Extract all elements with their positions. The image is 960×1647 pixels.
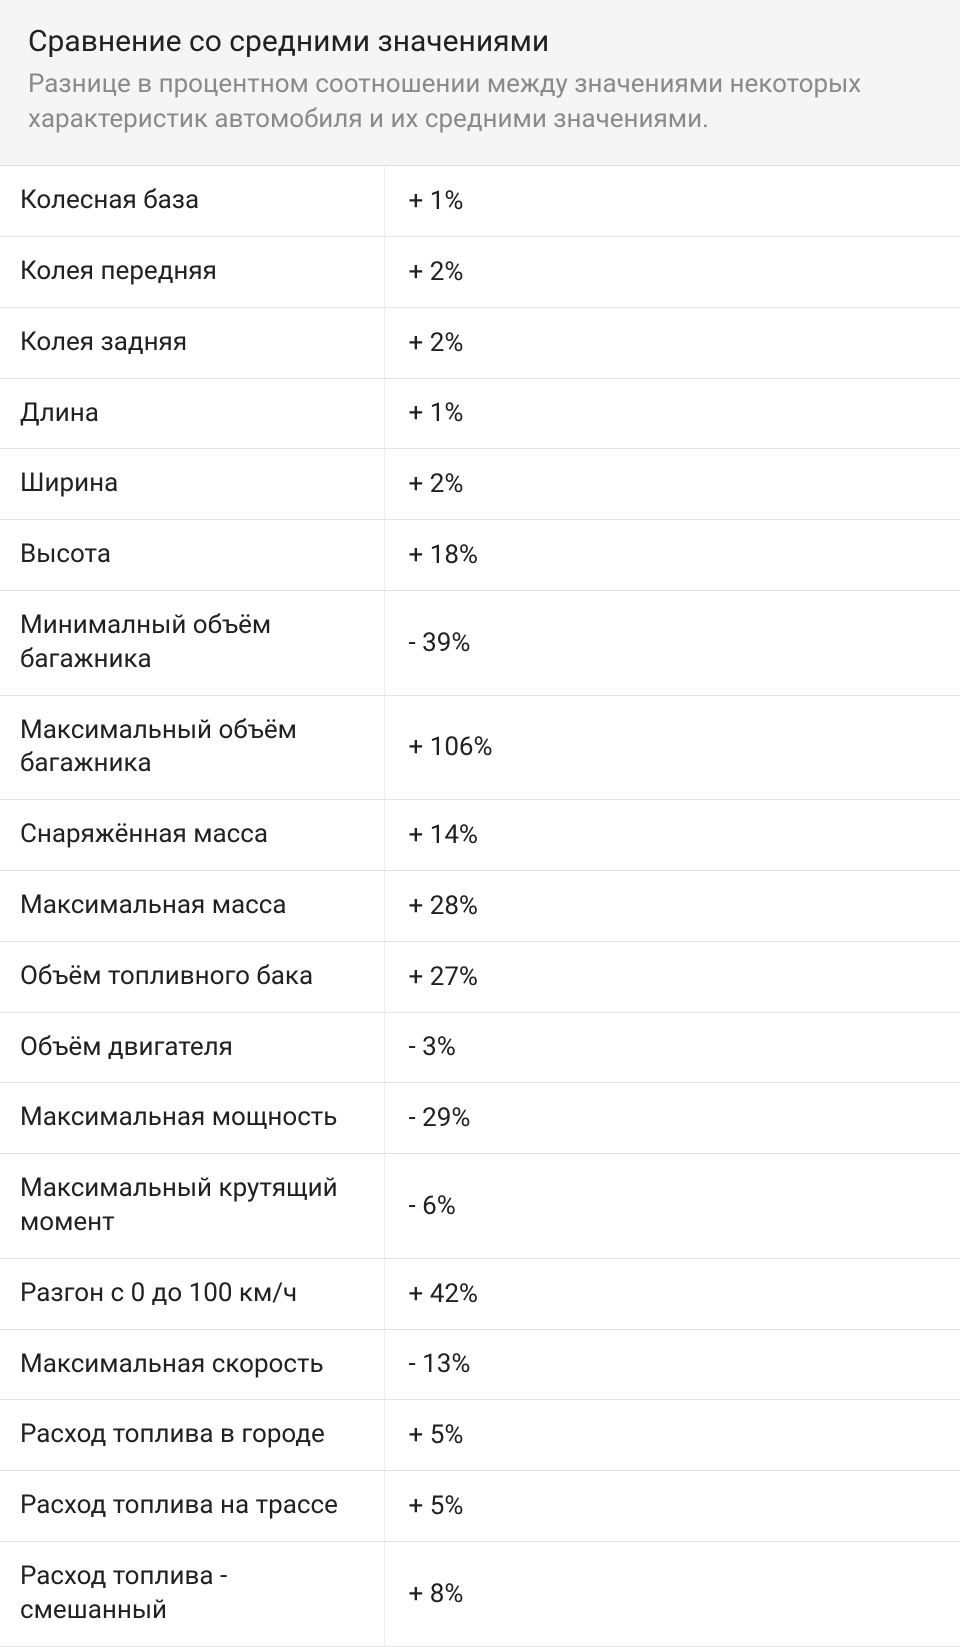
row-value: + 2% [384, 449, 960, 520]
row-value: - 29% [384, 1083, 960, 1154]
row-value: + 27% [384, 941, 960, 1012]
row-label: Максимальная скорость [0, 1329, 384, 1400]
row-value: + 1% [384, 166, 960, 236]
table-row: Максимальная масса+ 28% [0, 870, 960, 941]
row-value: + 42% [384, 1258, 960, 1329]
row-label: Снаряжённая масса [0, 800, 384, 871]
table-row: Колесная база+ 1% [0, 166, 960, 236]
row-value: - 3% [384, 1012, 960, 1083]
row-label: Объём топливного бака [0, 941, 384, 1012]
table-row: Максимальный крутящий момент- 6% [0, 1154, 960, 1259]
table-row: Длина+ 1% [0, 378, 960, 449]
comparison-table: Колесная база+ 1%Колея передняя+ 2%Колея… [0, 166, 960, 1646]
row-label: Колесная база [0, 166, 384, 236]
row-value: - 13% [384, 1329, 960, 1400]
row-value: + 14% [384, 800, 960, 871]
header-subtitle: Разнице в процентном соотношении между з… [28, 67, 932, 137]
row-label: Минималный объём багажника [0, 590, 384, 695]
row-label: Колея задняя [0, 307, 384, 378]
row-value: + 2% [384, 307, 960, 378]
row-value: + 28% [384, 870, 960, 941]
row-value: + 1% [384, 378, 960, 449]
row-value: + 8% [384, 1541, 960, 1646]
table-row: Объём топливного бака+ 27% [0, 941, 960, 1012]
row-value: + 106% [384, 695, 960, 800]
table-row: Колея передняя+ 2% [0, 236, 960, 307]
table-row: Объём двигателя- 3% [0, 1012, 960, 1083]
table-row: Колея задняя+ 2% [0, 307, 960, 378]
row-label: Разгон с 0 до 100 км/ч [0, 1258, 384, 1329]
row-label: Расход топлива в городе [0, 1400, 384, 1471]
row-label: Объём двигателя [0, 1012, 384, 1083]
row-value: + 5% [384, 1400, 960, 1471]
row-value: + 5% [384, 1471, 960, 1542]
comparison-header: Сравнение со средними значениями Разнице… [0, 0, 960, 166]
row-label: Расход топлива на трассе [0, 1471, 384, 1542]
table-row: Максимальная скорость- 13% [0, 1329, 960, 1400]
table-row: Расход топлива в городе+ 5% [0, 1400, 960, 1471]
row-value: - 39% [384, 590, 960, 695]
row-label: Ширина [0, 449, 384, 520]
table-row: Максимальная мощность- 29% [0, 1083, 960, 1154]
row-label: Высота [0, 520, 384, 591]
row-label: Расход топлива - смешанный [0, 1541, 384, 1646]
table-row: Максимальный объём багажника+ 106% [0, 695, 960, 800]
table-row: Минималный объём багажника- 39% [0, 590, 960, 695]
row-label: Максимальный крутящий момент [0, 1154, 384, 1259]
table-row: Ширина+ 2% [0, 449, 960, 520]
row-label: Максимальный объём багажника [0, 695, 384, 800]
table-row: Снаряжённая масса+ 14% [0, 800, 960, 871]
row-label: Максимальная масса [0, 870, 384, 941]
row-value: - 6% [384, 1154, 960, 1259]
comparison-table-body: Колесная база+ 1%Колея передняя+ 2%Колея… [0, 166, 960, 1646]
row-label: Максимальная мощность [0, 1083, 384, 1154]
table-row: Высота+ 18% [0, 520, 960, 591]
table-row: Разгон с 0 до 100 км/ч+ 42% [0, 1258, 960, 1329]
row-value: + 18% [384, 520, 960, 591]
header-title: Сравнение со средними значениями [28, 24, 932, 59]
row-label: Длина [0, 378, 384, 449]
row-value: + 2% [384, 236, 960, 307]
row-label: Колея передняя [0, 236, 384, 307]
table-row: Расход топлива на трассе+ 5% [0, 1471, 960, 1542]
table-row: Расход топлива - смешанный+ 8% [0, 1541, 960, 1646]
